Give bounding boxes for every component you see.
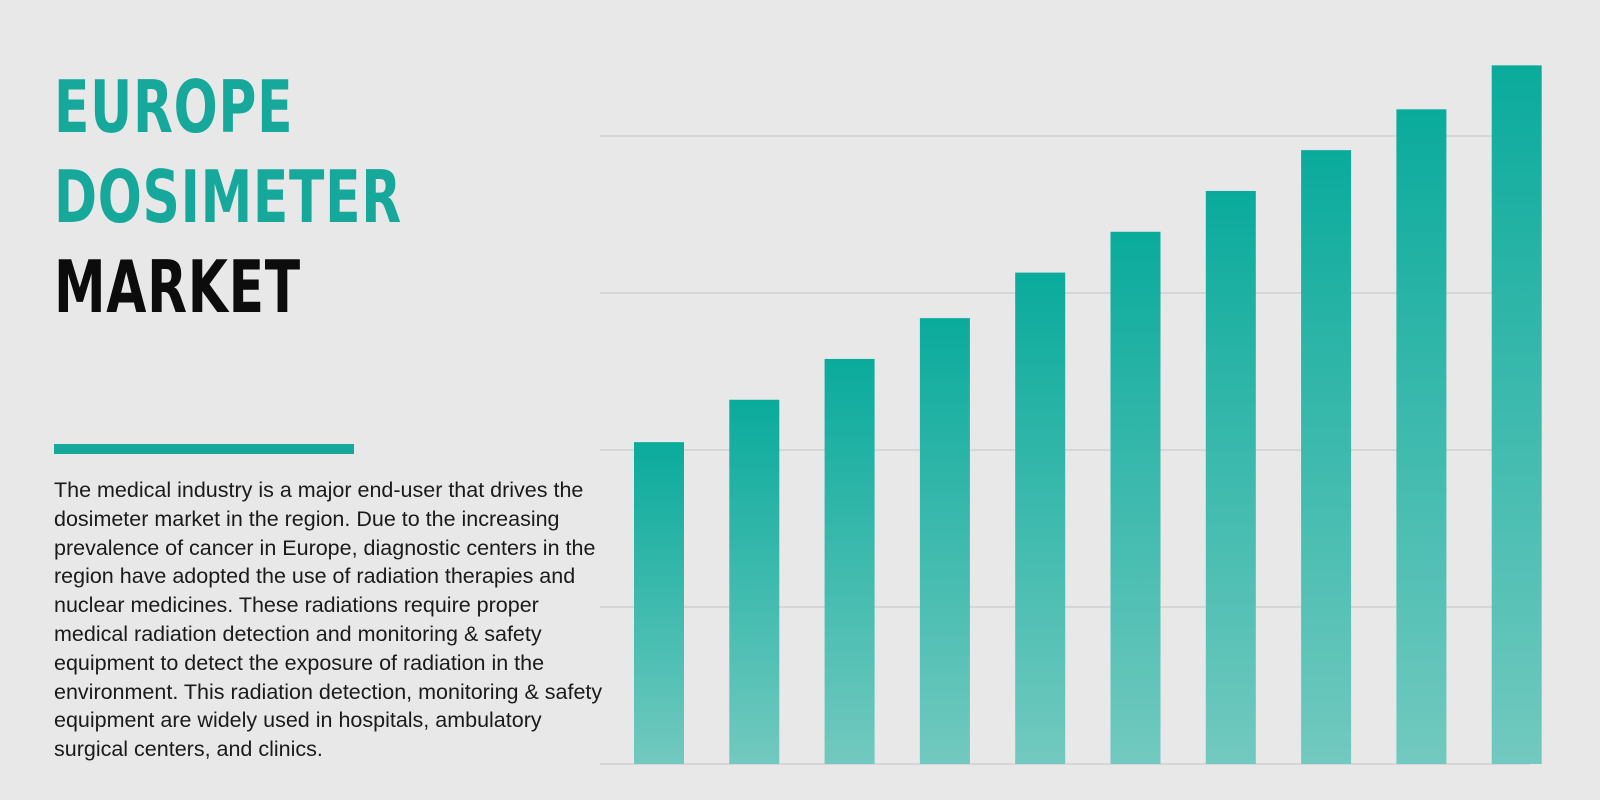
title-line-europe: EUROPE	[54, 65, 294, 149]
bars	[634, 65, 1542, 765]
title-line-dosimeter: DOSIMETER	[54, 155, 402, 239]
bar-9	[1396, 109, 1447, 764]
bar-10	[1491, 65, 1542, 765]
bar-6	[1110, 231, 1161, 764]
description-text: The medical industry is a major end-user…	[54, 478, 603, 762]
bar-1	[634, 442, 684, 764]
title-line-market: MARKET	[54, 245, 301, 329]
bar-5	[1015, 272, 1066, 764]
bar-3	[824, 358, 875, 764]
bar-2	[729, 399, 780, 764]
bar-4	[919, 318, 970, 764]
accent-divider	[54, 444, 354, 454]
bar-7	[1205, 190, 1256, 764]
title-block: EUROPE DOSIMETER MARKET	[54, 62, 534, 332]
bar-8	[1301, 150, 1352, 764]
